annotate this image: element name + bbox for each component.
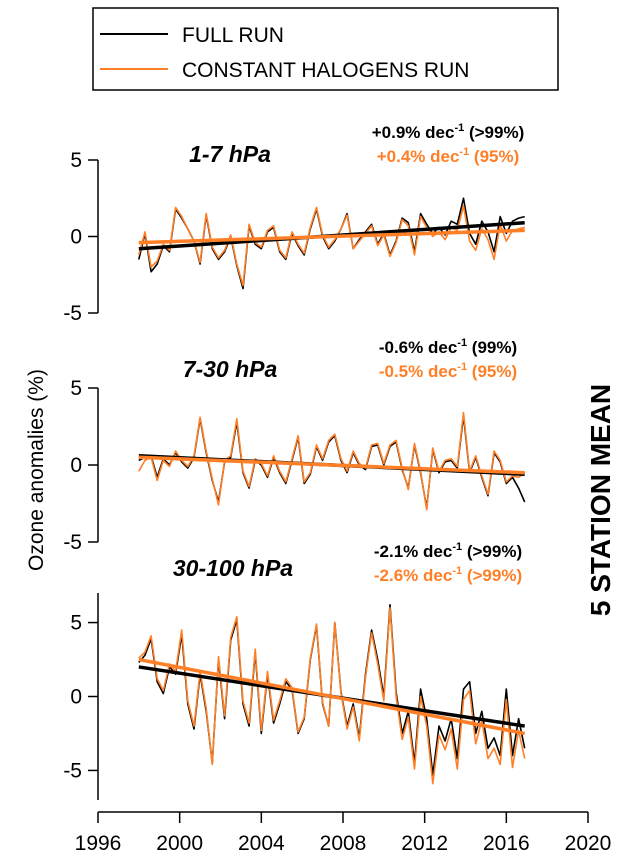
x-tick-label: 2020 bbox=[565, 832, 612, 855]
trend-exponent: -1 bbox=[454, 122, 464, 134]
trend-exponent: -1 bbox=[452, 565, 462, 577]
trend-value: -2.1% dec bbox=[374, 542, 452, 561]
y-tick-label: -5 bbox=[63, 531, 82, 554]
trend-value: -0.5% dec bbox=[379, 362, 457, 381]
x-axis: 1996 2000 2004 2008 2012 2016 2020 bbox=[75, 811, 612, 855]
panel-label: 30-100 hPa bbox=[173, 555, 293, 581]
trend-annotation: -2.1% dec-1 (>99%) bbox=[374, 541, 522, 561]
trend-value: +0.4% dec bbox=[377, 147, 460, 166]
side-title: 5 STATION MEAN bbox=[585, 384, 616, 616]
panel-label: 1-7 hPa bbox=[189, 141, 271, 167]
x-tick-label: 2000 bbox=[156, 832, 203, 855]
series-constant-halogens-run bbox=[138, 205, 525, 287]
trend-line-constant-halogens bbox=[138, 657, 526, 736]
series-full-run bbox=[138, 414, 526, 509]
y-tick-label: 5 bbox=[70, 149, 82, 172]
x-tick-label: 2016 bbox=[483, 832, 530, 855]
legend-box bbox=[92, 7, 559, 91]
x-tick-label: 2004 bbox=[238, 832, 285, 855]
trend-annotation: +0.4% dec-1 (95%) bbox=[377, 146, 520, 166]
series-full-run bbox=[138, 603, 526, 776]
trend-exponent: -1 bbox=[459, 146, 469, 158]
panel-label: 7-30 hPa bbox=[183, 356, 278, 382]
y-tick-label: 5 bbox=[70, 612, 82, 635]
trend-annotation: +0.9% dec-1 (>99%) bbox=[372, 122, 524, 142]
trend-exponent: -1 bbox=[452, 541, 462, 553]
trend-significance: (95%) bbox=[469, 147, 519, 166]
trend-value: +0.9% dec bbox=[372, 123, 455, 142]
panel-30-100-hpa: 50-530-100 hPa-2.1% dec-1 (>99%)-2.6% de… bbox=[63, 541, 526, 800]
y-tick-label: -5 bbox=[63, 302, 82, 325]
y-tick-label: 0 bbox=[70, 226, 82, 249]
legend-label-constant-halogens: CONSTANT HALOGENS RUN bbox=[182, 59, 469, 82]
panel-7-30-hpa: 50-57-30 hPa-0.6% dec-1 (99%)-0.5% dec-1… bbox=[63, 337, 526, 554]
trend-line-constant-halogens bbox=[138, 455, 525, 475]
y-tick-label: 0 bbox=[70, 686, 82, 709]
trend-significance: (>99%) bbox=[464, 123, 524, 142]
y-tick-label: 5 bbox=[70, 377, 82, 400]
trend-value: -2.6% dec bbox=[374, 566, 452, 585]
trend-significance: (>99%) bbox=[462, 542, 522, 561]
panel-1-7-hpa: 50-51-7 hPa+0.9% dec-1 (>99%)+0.4% dec-1… bbox=[63, 122, 525, 325]
trend-exponent: -1 bbox=[457, 337, 467, 349]
trend-annotation: -0.6% dec-1 (99%) bbox=[379, 337, 517, 357]
x-tick-label: 1996 bbox=[75, 832, 122, 855]
legend: FULL RUN CONSTANT HALOGENS RUN bbox=[92, 7, 559, 91]
x-tick-label: 2012 bbox=[401, 832, 448, 855]
trend-exponent: -1 bbox=[457, 361, 467, 373]
trend-significance: (>99%) bbox=[462, 566, 522, 585]
legend-label-full-run: FULL RUN bbox=[182, 24, 284, 47]
series-constant-halogens-run bbox=[138, 411, 526, 511]
y-tick-label: -5 bbox=[63, 759, 82, 782]
trend-value: -0.6% dec bbox=[379, 338, 457, 357]
trend-significance: (99%) bbox=[467, 338, 517, 357]
y-axis-label: Ozone anomalies (%) bbox=[25, 369, 48, 571]
trend-line-constant-halogens bbox=[138, 228, 525, 245]
trend-annotation: -2.6% dec-1 (>99%) bbox=[374, 565, 522, 585]
trend-annotation: -0.5% dec-1 (95%) bbox=[379, 361, 517, 381]
y-tick-label: 0 bbox=[70, 454, 82, 477]
x-tick-label: 2008 bbox=[320, 832, 367, 855]
trend-significance: (95%) bbox=[467, 362, 517, 381]
series-constant-halogens-run bbox=[138, 606, 526, 785]
